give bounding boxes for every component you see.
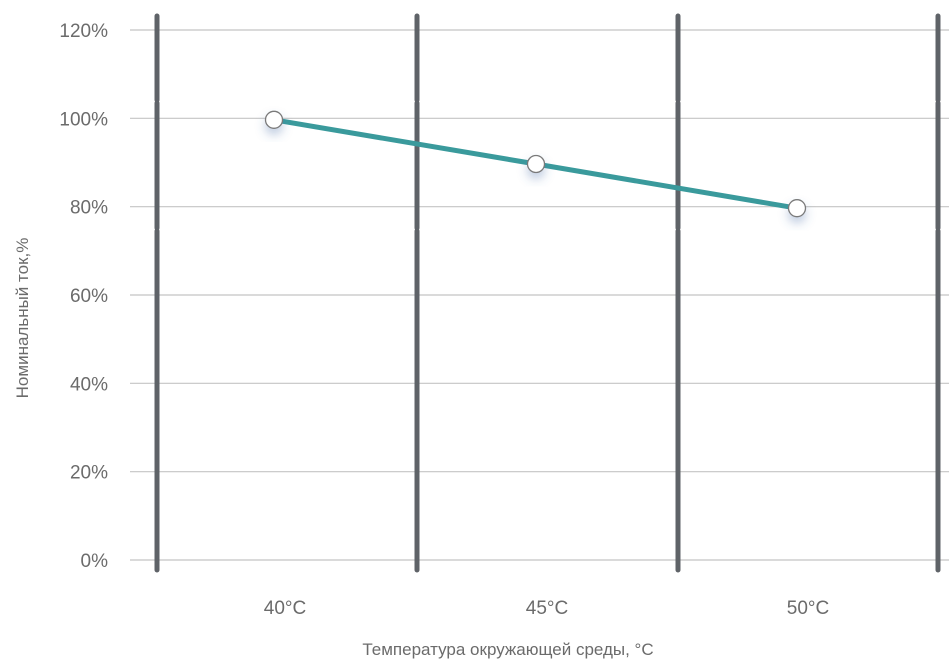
y-axis-ticks: 0% 20% 40% 60% 80% 100% 120% [59, 21, 108, 572]
x-tick-label: 50°C [787, 598, 829, 619]
x-axis-title: Температура окружающей среды, °С [362, 640, 653, 659]
y-tick-label: 120% [59, 21, 108, 42]
column-dividers [154, 13, 941, 573]
y-tick-label: 0% [81, 551, 109, 572]
x-axis-ticks: 40°C 45°C 50°C [264, 598, 829, 619]
series-layer [264, 110, 807, 218]
x-tick-label: 45°C [526, 598, 568, 619]
gridlines [130, 29, 949, 561]
y-tick-label: 80% [70, 198, 108, 219]
y-tick-label: 40% [70, 374, 108, 395]
data-point [264, 110, 284, 129]
y-axis-title: Номинальный ток,% [13, 238, 32, 399]
y-tick-label: 100% [59, 109, 108, 130]
data-point [526, 154, 546, 174]
data-point [787, 199, 807, 218]
y-tick-label: 20% [70, 463, 108, 484]
y-tick-label: 60% [70, 286, 108, 307]
x-tick-label: 40°C [264, 598, 306, 619]
